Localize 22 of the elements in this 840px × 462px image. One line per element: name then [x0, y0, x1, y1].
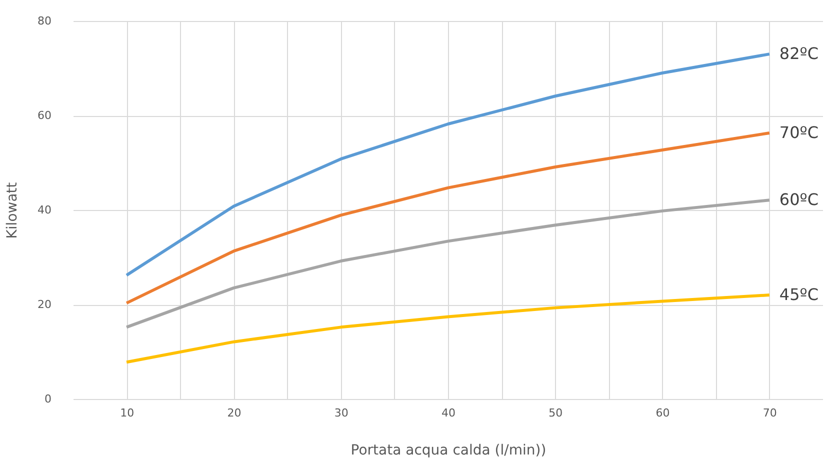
x-tick-label: 50: [548, 406, 563, 420]
x-axis-title: Portata acqua calda (l/min)): [350, 442, 546, 458]
series-label: 45ºC: [779, 285, 819, 304]
y-tick-label: 0: [44, 392, 52, 406]
x-tick-label: 10: [120, 406, 134, 420]
y-axis-title: Kilowatt: [4, 182, 21, 239]
x-tick-label: 60: [656, 406, 670, 420]
x-tick-label: 70: [762, 406, 777, 420]
series-label: 82ºC: [779, 44, 819, 64]
x-tick-label: 20: [227, 406, 242, 420]
line-series: [125, 131, 771, 305]
y-tick-label: 40: [38, 204, 52, 216]
y-tick-label: 80: [38, 14, 52, 28]
line-series: [125, 294, 771, 364]
y-tick-label: 20: [38, 298, 52, 311]
series-label: 60ºC: [779, 190, 819, 210]
x-tick-label: 40: [442, 406, 456, 420]
line-series: [125, 198, 771, 329]
line-series: [125, 52, 771, 277]
x-tick-label: 30: [334, 406, 348, 420]
y-tick-label: 60: [38, 109, 52, 122]
series-label: 70ºC: [779, 122, 819, 142]
